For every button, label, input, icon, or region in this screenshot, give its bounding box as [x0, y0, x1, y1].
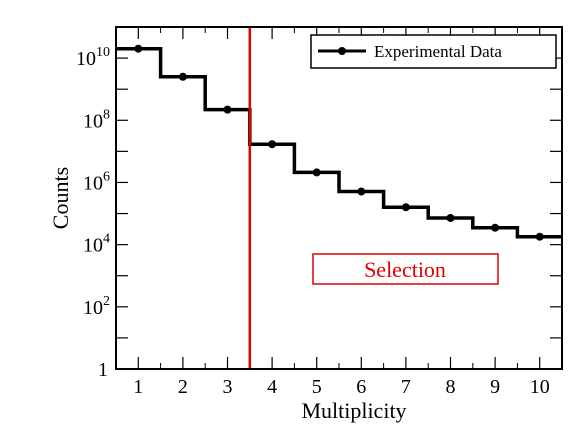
selection-label: Selection	[364, 257, 446, 282]
series-layer	[116, 44, 562, 241]
plot-frame	[115, 26, 563, 370]
data-point	[446, 213, 455, 222]
y-tick-base: 10	[83, 235, 103, 257]
y-tick-label: 108	[83, 107, 110, 132]
y-tick-exponent: 8	[103, 107, 110, 122]
x-axis-label: Multiplicity	[301, 398, 406, 423]
x-tick-label: 10	[530, 376, 550, 398]
y-tick-exponent: 6	[103, 169, 110, 184]
y-tick-base: 10	[83, 110, 103, 132]
y-tick-base: 10	[76, 48, 96, 70]
y-tick-label: 1010	[76, 45, 110, 70]
y-tick-base: 10	[83, 172, 103, 194]
y-tick-exponent: 2	[103, 294, 110, 309]
selection-annotation: Selection	[312, 253, 499, 285]
y-tick-label: 102	[83, 294, 110, 319]
y-tick-label: 106	[83, 169, 110, 194]
x-tick-label: 5	[312, 376, 322, 398]
x-tick-label: 1	[133, 376, 143, 398]
legend-marker	[338, 47, 346, 55]
y-axis-label: Counts	[48, 167, 73, 229]
data-point	[535, 232, 544, 241]
x-tick-label: 3	[223, 376, 233, 398]
y-tick-exponent: 4	[103, 232, 110, 247]
data-point	[223, 105, 232, 114]
y-tick-label: 1	[98, 359, 108, 381]
data-point	[312, 168, 321, 177]
data-point	[178, 72, 187, 81]
x-tick-label: 4	[267, 376, 277, 398]
data-point	[134, 44, 143, 53]
y-tick-label: 104	[83, 232, 110, 257]
legend: Experimental Data	[310, 34, 557, 69]
y-tick-exponent: 10	[96, 45, 110, 60]
legend-label: Experimental Data	[374, 42, 502, 61]
x-tick-label: 2	[178, 376, 188, 398]
selection-box	[312, 253, 499, 285]
x-tick-label: 8	[446, 376, 456, 398]
data-point	[268, 140, 277, 149]
x-tick-label: 9	[490, 376, 500, 398]
data-point	[491, 223, 500, 232]
data-point	[401, 203, 410, 212]
data-point	[357, 187, 366, 196]
x-tick-label: 7	[401, 376, 411, 398]
series-step-line	[116, 46, 562, 239]
y-tick-base: 10	[83, 297, 103, 319]
x-tick-label: 6	[356, 376, 366, 398]
